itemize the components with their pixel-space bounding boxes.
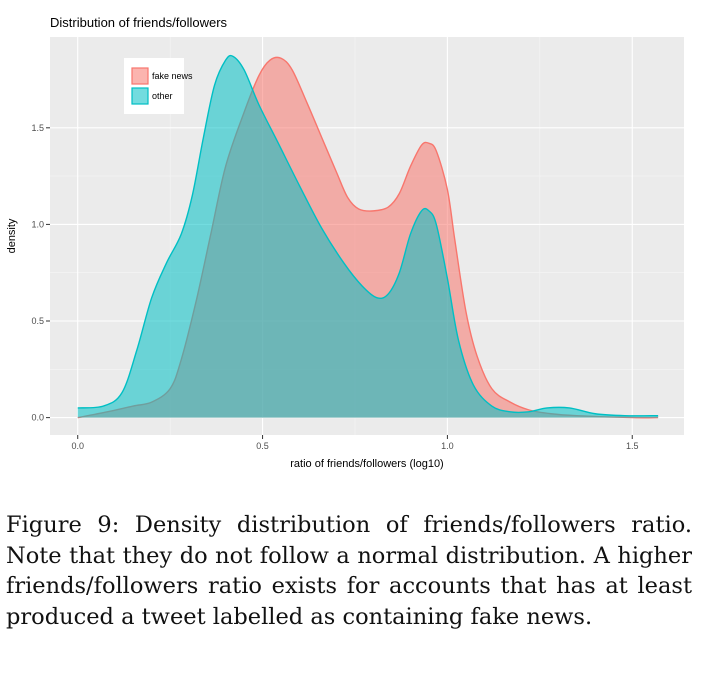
y-tick-label: 1.5 [31,123,44,133]
figure-caption: Figure 9: Density distribution of friend… [6,512,692,630]
x-tick-label: 1.5 [626,441,639,451]
legend: fake news other [124,58,193,114]
axes: 0.0 0.5 1.0 1.5 0.0 0.5 1.0 1.5 [31,123,638,451]
density-areas [77,54,659,419]
y-tick-label: 1.0 [31,219,44,229]
x-axis-label: ratio of friends/followers (log10) [290,458,443,470]
density-chart: Distribution of friends/followers 0.0 0.5… [6,15,684,470]
legend-label-other: other [152,91,173,101]
density-line-other [77,54,659,417]
chart-title: Distribution of friends/followers [50,15,228,30]
legend-key-other [131,87,149,105]
x-tick-label: 1.0 [441,441,454,451]
x-tick-label: 0.0 [71,441,84,451]
density-area-other [77,55,659,418]
y-tick-label: 0.0 [31,413,44,423]
x-tick-label: 0.5 [256,441,269,451]
legend-box [124,58,184,114]
legend-key-fake-news [131,67,149,85]
y-axis-label: density [6,218,18,253]
y-tick-label: 0.5 [31,316,44,326]
legend-label-fake-news: fake news [152,71,193,81]
